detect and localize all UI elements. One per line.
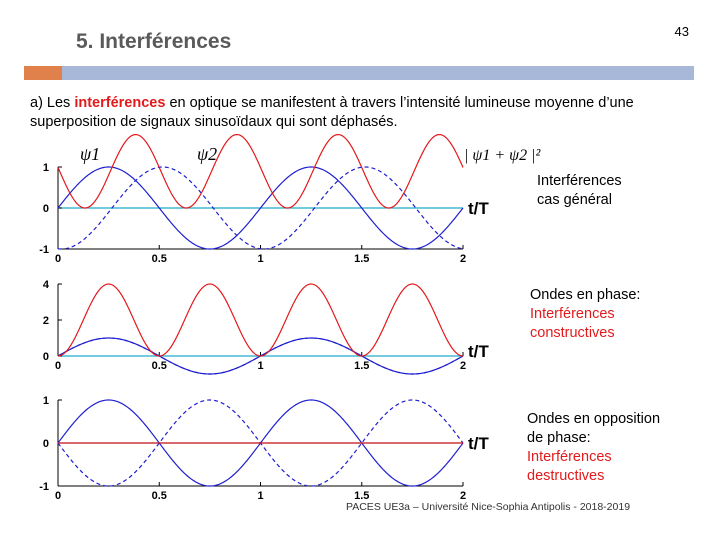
- caption-destructive-red1: Interférences: [527, 449, 612, 465]
- series-line: [57, 133, 464, 209]
- y-tick-label: 1: [43, 395, 49, 407]
- series-line: [57, 283, 464, 357]
- x-tick-label: 1.5: [354, 253, 369, 265]
- x-tick-label: 2: [460, 360, 466, 372]
- intro-prefix: a) Les: [30, 95, 75, 111]
- x-axis-label: t/T: [468, 199, 489, 218]
- y-tick-label: 0: [43, 351, 49, 363]
- x-tick-label: 0.5: [152, 360, 167, 372]
- caption-destructive-line1: Ondes en opposition: [527, 411, 661, 427]
- y-tick-label: 1: [43, 162, 49, 174]
- x-tick-label: 2: [460, 253, 466, 265]
- x-tick-label: 1: [257, 253, 263, 265]
- y-tick-label: -1: [39, 244, 49, 256]
- intro-rest: en optique se manifestent à travers l’in…: [30, 95, 634, 130]
- title-bar: [24, 66, 694, 80]
- caption-destructive-red2: destructives: [527, 468, 605, 484]
- title-bar-accent: [24, 66, 62, 80]
- series-line: [57, 166, 464, 250]
- x-axis-label: t/T: [468, 342, 489, 361]
- footer: PACES UE3a – Université Nice-Sophia Anti…: [346, 501, 631, 513]
- y-tick-label: 0: [43, 203, 49, 215]
- x-axis-label: t/T: [468, 434, 489, 453]
- series-line: [57, 166, 464, 250]
- y-tick-label: 4: [43, 279, 50, 291]
- y-tick-label: -1: [39, 481, 49, 493]
- caption-constructive: Ondes en phase: Interférences constructi…: [530, 286, 640, 343]
- x-tick-label: 0: [55, 360, 61, 372]
- x-tick-label: 1.5: [354, 360, 369, 372]
- x-tick-label: 0: [55, 253, 61, 265]
- caption-destructive-line2: de phase:: [527, 430, 591, 446]
- x-tick-label: 0.5: [152, 253, 167, 265]
- caption-general-line1: Interférences: [537, 173, 622, 189]
- caption-destructive: Ondes en opposition de phase: Interféren…: [527, 410, 660, 486]
- caption-constructive-line1: Ondes en phase:: [530, 287, 641, 303]
- caption-general-line2: cas général: [537, 192, 612, 208]
- caption-constructive-red2: constructives: [530, 325, 615, 341]
- x-tick-label: 1: [257, 360, 263, 372]
- x-tick-label: 2: [460, 490, 466, 502]
- x-tick-label: 0.5: [152, 490, 167, 502]
- y-tick-label: 0: [43, 438, 49, 450]
- x-tick-label: 1.5: [354, 490, 369, 502]
- annotation-psi2: ψ2: [197, 144, 217, 164]
- x-tick-label: 0: [55, 490, 61, 502]
- slide-title: 5. Interférences: [76, 30, 232, 53]
- intro-paragraph: a) Les interférences en optique se manif…: [30, 94, 710, 132]
- annotation-intensity: | ψ1 + ψ2 |²: [464, 147, 541, 164]
- y-tick-label: 2: [43, 315, 49, 327]
- caption-general: Interférences cas général: [537, 172, 622, 210]
- x-tick-label: 1: [257, 490, 263, 502]
- intro-highlight: interférences: [74, 95, 166, 111]
- page-number: 43: [674, 24, 689, 39]
- caption-constructive-red1: Interférences: [530, 306, 615, 322]
- annotation-psi1: ψ1: [80, 144, 100, 164]
